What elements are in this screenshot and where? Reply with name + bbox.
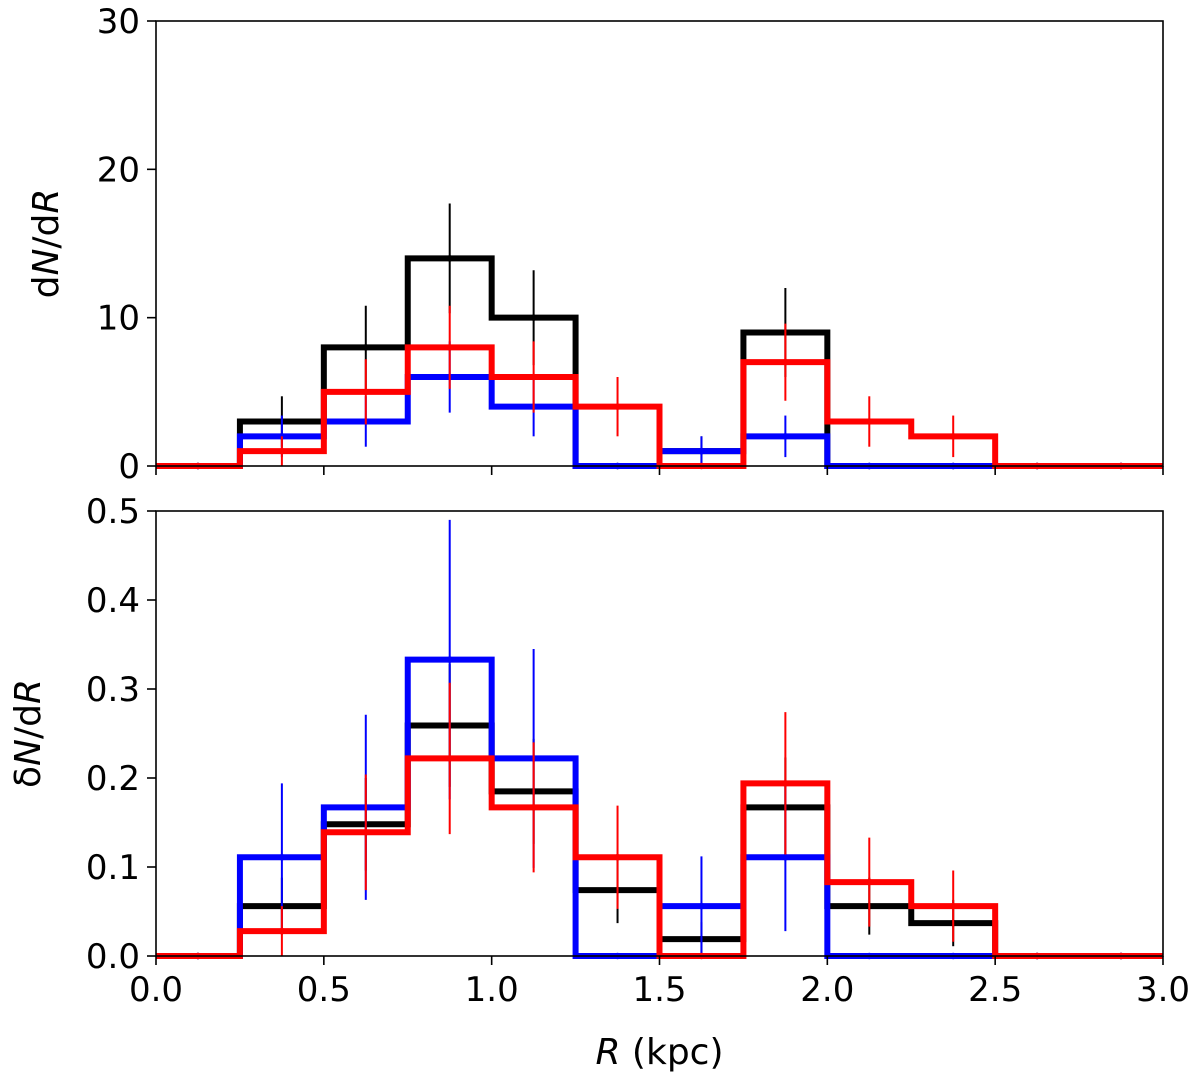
- top-blue-point-1: [278, 433, 286, 440]
- bottom-panel: 0.0 0.5 1.0 1.5 2.0 2.5 3.00.00.10.20.30.40.5 …: [8, 492, 1190, 1073]
- top-ylabel-part-0: d: [26, 276, 67, 299]
- bottom-red-point-2: [362, 829, 369, 836]
- top-blue-point-7: [782, 433, 789, 440]
- bottom-y-tick-label-3: 0.3: [86, 670, 140, 710]
- top-red-point-1: [278, 447, 286, 455]
- bottom-y-tick-label-4: 0.4: [86, 581, 140, 621]
- bottom-red-point-1: [278, 927, 286, 935]
- top-red-step-line: [156, 344, 1163, 469]
- xlabel-part-1: (kpc): [620, 1032, 723, 1073]
- bottom-blue-point-1: [278, 854, 286, 861]
- top-red-point-4: [530, 373, 537, 381]
- top-red-point-7: [782, 358, 789, 366]
- bottom-x-tick-label-1: 0.5: [297, 970, 351, 1010]
- top-ylabel-part-2: /d: [26, 214, 67, 249]
- bottom-red-point-4: [530, 804, 537, 811]
- bottom-x-tick-label-4: 2.0: [800, 970, 854, 1010]
- bottom-y-tick-label-0: 0.0: [86, 937, 140, 977]
- bottom-blue-point-6: [698, 902, 705, 910]
- bottom-x-tick-label-6: 3.0: [1136, 970, 1190, 1010]
- bottom-red-point-5: [614, 854, 621, 861]
- top-red-point-2: [362, 388, 369, 396]
- top-black-point-3: [446, 255, 453, 262]
- bottom-red-point-8: [866, 878, 873, 886]
- top-red-point-9: [950, 433, 957, 440]
- xlabel-part-0: R: [595, 1032, 620, 1073]
- bottom-ylabel-part-3: R: [8, 679, 49, 704]
- bottom-y-tick-label-1: 0.1: [86, 848, 140, 888]
- bottom-x-tick-label-2: 1.0: [465, 970, 519, 1010]
- bottom-x-tick-label-0: 0.0: [129, 970, 183, 1010]
- top-panel-frame: [155, 20, 1164, 467]
- top-black-point-2: [362, 344, 369, 351]
- top-y-tick-label-3: 30: [97, 2, 140, 42]
- bottom-panel-frame: [155, 510, 1164, 957]
- bottom-y-axis-label: δN/dR: [8, 679, 49, 788]
- top-panel: 0 10 20 30 dN/dR: [26, 2, 1164, 487]
- bottom-x-tick-label-5: 2.5: [968, 970, 1022, 1010]
- bottom-blue-point-3: [446, 656, 453, 663]
- top-y-tick-label-0: 0: [118, 447, 140, 487]
- bottom-x-tick-label-3: 1.5: [632, 970, 686, 1010]
- top-y-axis-label: dN/dR: [26, 189, 67, 299]
- bottom-red-point-7: [782, 780, 789, 787]
- top-y-tick-label-1: 10: [97, 299, 140, 339]
- bottom-red-step-line: [156, 755, 1163, 959]
- bottom-ylabel-part-0: δ: [8, 766, 49, 788]
- bottom-ylabel-part-2: /d: [8, 704, 49, 739]
- bottom-panel-ticks: 0.0 0.5 1.0 1.5 2.0 2.5 3.0 0.0 0.1 0.2 0.3 0.4 0.5: [86, 492, 1190, 1010]
- top-red-point-3: [446, 344, 453, 351]
- bottom-x-axis-label: R (kpc): [595, 1032, 723, 1073]
- top-panel-ticks: 0 10 20 30: [97, 2, 1164, 487]
- bottom-red-point-3: [446, 755, 453, 762]
- top-blue-point-6: [698, 447, 705, 455]
- top-black-point-4: [530, 314, 537, 321]
- bottom-red-point-9: [950, 902, 957, 910]
- bottom-blue-point-7: [782, 854, 789, 861]
- top-ylabel-part-1: N: [26, 249, 67, 276]
- top-ylabel-part-3: R: [26, 189, 67, 214]
- bottom-ylabel-part-1: N: [8, 739, 49, 766]
- top-red-point-8: [866, 418, 873, 425]
- top-y-tick-label-2: 20: [97, 150, 140, 190]
- bottom-y-tick-label-2: 0.2: [86, 759, 140, 799]
- bottom-y-tick-label-5: 0.5: [86, 492, 140, 532]
- top-red-point-5: [614, 403, 621, 410]
